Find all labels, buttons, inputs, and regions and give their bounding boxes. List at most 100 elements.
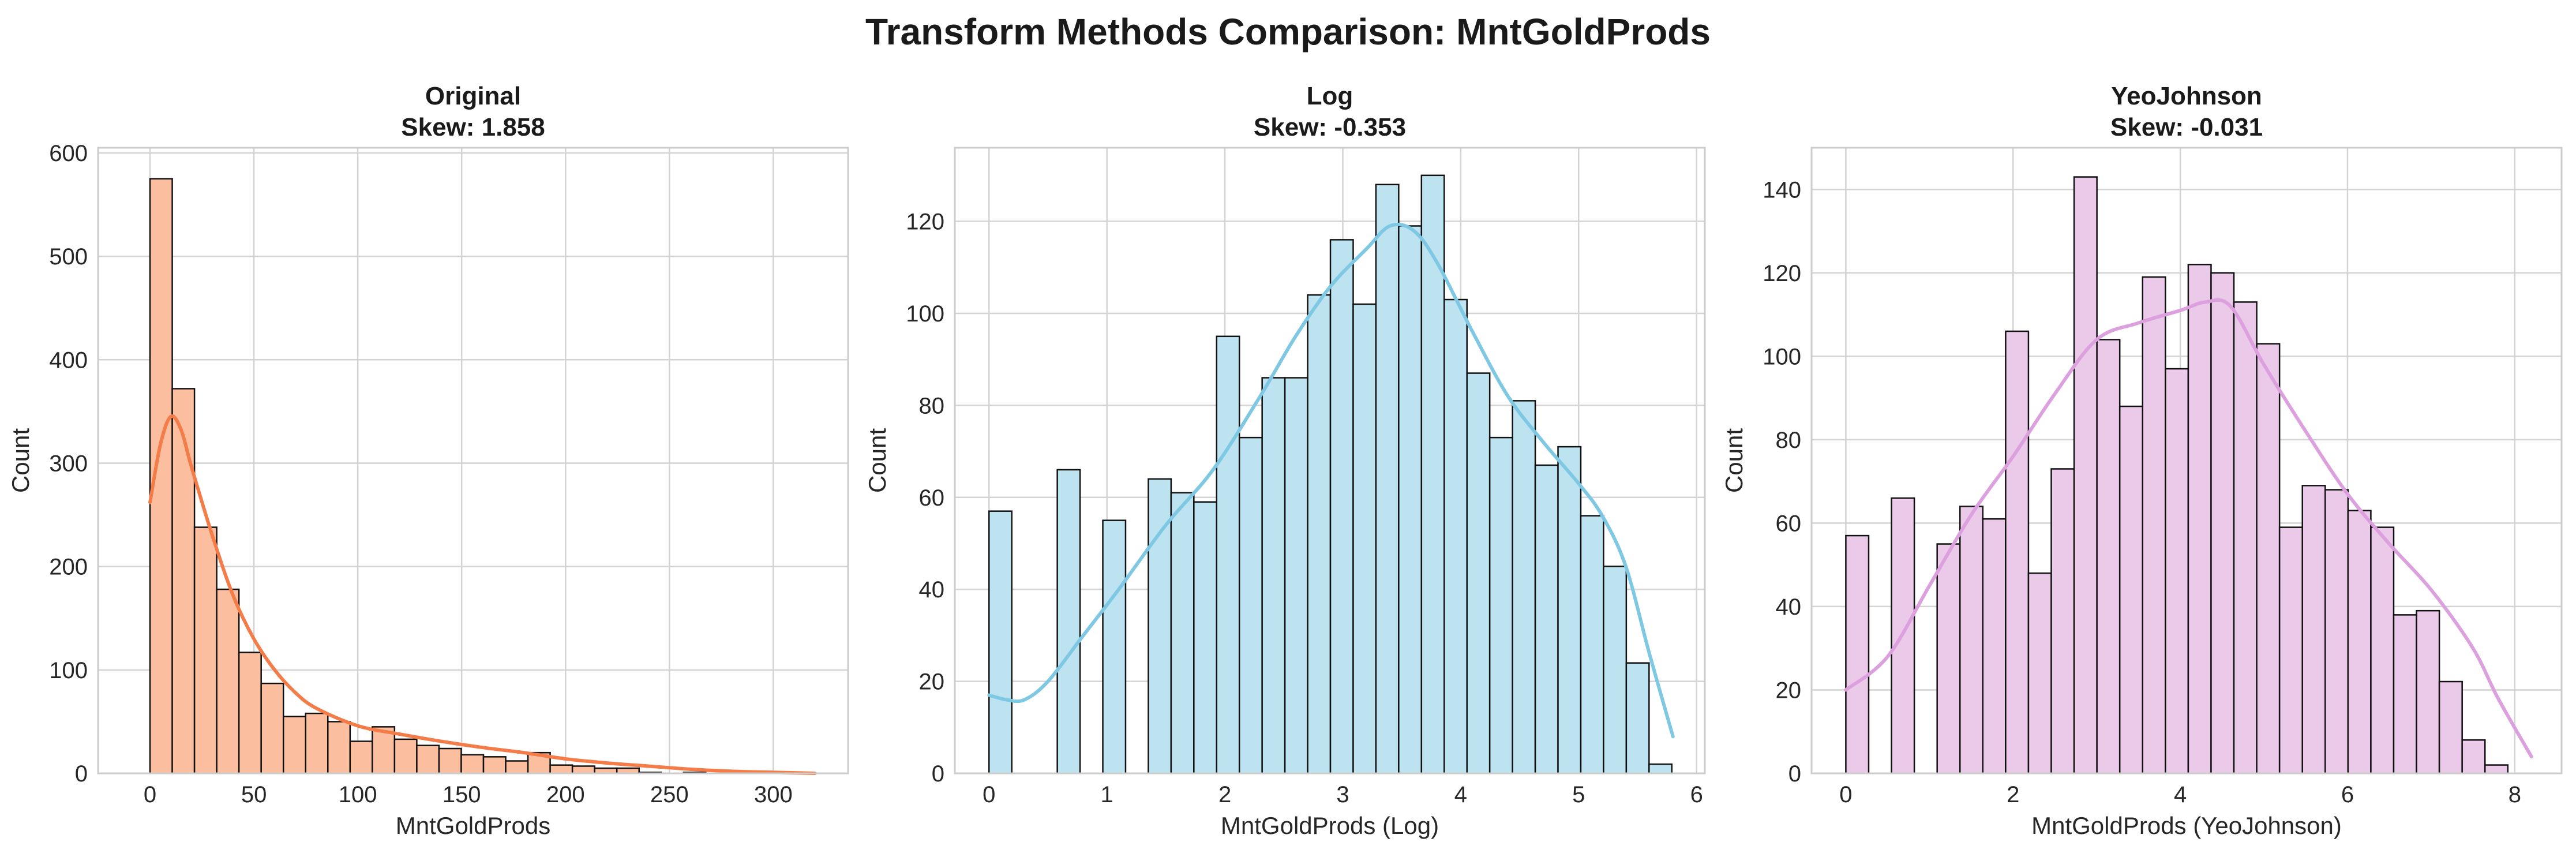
histogram-bar bbox=[1845, 534, 1870, 775]
y-tick-label: 400 bbox=[49, 347, 88, 373]
y-tick-label: 40 bbox=[1776, 594, 1802, 620]
histogram-bar bbox=[216, 588, 240, 775]
histogram-bar bbox=[2187, 264, 2212, 775]
histogram-bar bbox=[1466, 372, 1491, 775]
x-tick-label: 0 bbox=[144, 782, 156, 807]
x-tick-label: 1 bbox=[1101, 782, 1113, 807]
histogram-bar bbox=[2165, 368, 2189, 775]
histogram-bar bbox=[1959, 506, 1984, 775]
histogram-bar bbox=[393, 738, 418, 775]
panel-title-text: YeoJohnson bbox=[2111, 82, 2262, 110]
y-tick-label: 100 bbox=[49, 658, 88, 683]
histogram-bar bbox=[416, 744, 440, 775]
histogram-bar bbox=[1512, 400, 1536, 775]
histogram-bar bbox=[1603, 566, 1628, 775]
y-axis-label: Count bbox=[7, 428, 34, 493]
histogram-bar bbox=[238, 652, 262, 775]
panel-title-original: Original Skew: 1.858 bbox=[98, 81, 848, 143]
histogram-bar bbox=[2484, 764, 2509, 775]
histogram-bar bbox=[1284, 377, 1308, 775]
histogram-bar bbox=[1625, 662, 1650, 775]
histogram-bar bbox=[1216, 335, 1240, 775]
y-tick-label: 100 bbox=[1763, 344, 1801, 369]
histogram-bar bbox=[1648, 763, 1673, 775]
histogram-bar bbox=[1488, 436, 1513, 775]
histogram-bar bbox=[1352, 303, 1377, 775]
chart-panel-original: 0 50 100 150 200 250 300 0 100 200 300 400 500 600 Mnt… bbox=[7, 141, 849, 839]
x-tick-label: 250 bbox=[650, 782, 689, 807]
histogram-bar bbox=[460, 754, 485, 775]
histogram-bar bbox=[988, 510, 1013, 775]
y-tick-label: 140 bbox=[1763, 177, 1801, 203]
y-axis-label: Count bbox=[1720, 428, 1748, 493]
x-tick-label: 150 bbox=[443, 782, 481, 807]
x-tick-label: 8 bbox=[2508, 782, 2521, 807]
kde-curve bbox=[987, 222, 1675, 739]
histogram-bar bbox=[2278, 526, 2303, 775]
histogram-bar bbox=[571, 765, 595, 775]
panel-title-text: Original bbox=[425, 82, 522, 110]
x-tick-label: 6 bbox=[1690, 782, 1703, 807]
histogram-bar bbox=[1193, 501, 1218, 775]
y-tick-label: 80 bbox=[1776, 428, 1802, 453]
histogram-bar bbox=[1534, 464, 1559, 775]
histogram-bar bbox=[2233, 301, 2258, 775]
histogram-bar bbox=[2256, 343, 2281, 775]
y-tick-label: 600 bbox=[49, 141, 88, 166]
histogram-bar bbox=[1420, 174, 1445, 775]
panel-title-log: Log Skew: -0.353 bbox=[955, 81, 1705, 143]
panel-skew-text: Skew: -0.353 bbox=[1253, 113, 1407, 141]
histogram-bar bbox=[1580, 515, 1604, 775]
y-axis-label: Count bbox=[864, 428, 891, 493]
histogram-bar bbox=[1261, 377, 1286, 775]
y-tick-label: 200 bbox=[49, 555, 88, 580]
kde-curve bbox=[148, 414, 817, 775]
histogram-bar bbox=[2005, 330, 2030, 775]
histogram-bar bbox=[549, 764, 573, 775]
histogram-bar bbox=[1238, 436, 1263, 775]
plot-frame bbox=[954, 147, 1706, 775]
figure-title: Transform Methods Comparison: MntGoldPro… bbox=[865, 11, 1711, 53]
x-tick-label: 50 bbox=[241, 782, 267, 807]
panel-skew-text: Skew: -0.031 bbox=[2110, 113, 2263, 141]
histogram-bar bbox=[171, 388, 196, 775]
y-tick-label: 120 bbox=[906, 209, 944, 235]
histogram-bar bbox=[1170, 492, 1195, 775]
histogram-bar bbox=[1307, 294, 1332, 775]
histogram-bar bbox=[1398, 225, 1423, 775]
histogram-bar bbox=[482, 756, 507, 775]
x-tick-label: 2 bbox=[2007, 782, 2019, 807]
histogram-bar bbox=[505, 760, 529, 775]
histogram-bar bbox=[2096, 339, 2121, 775]
histogram-bar bbox=[2324, 489, 2349, 775]
histogram-bar bbox=[305, 712, 329, 775]
histogram-bar bbox=[2416, 609, 2440, 775]
x-tick-label: 0 bbox=[1839, 782, 1852, 807]
y-tick-label: 300 bbox=[49, 451, 88, 476]
y-tick-label: 100 bbox=[906, 301, 944, 327]
x-tick-label: 4 bbox=[2174, 782, 2187, 807]
histogram-bar bbox=[282, 716, 307, 775]
histogram-bar bbox=[2027, 572, 2052, 775]
x-tick-label: 2 bbox=[1218, 782, 1231, 807]
panel-title-text: Log bbox=[1306, 82, 1353, 110]
histogram-bar bbox=[1056, 469, 1081, 775]
histogram-bar bbox=[2301, 485, 2326, 775]
histogram-bar bbox=[260, 682, 284, 775]
y-tick-label: 80 bbox=[919, 393, 945, 418]
y-tick-label: 500 bbox=[49, 244, 88, 270]
y-tick-label: 120 bbox=[1763, 261, 1801, 286]
panel-skew-text: Skew: 1.858 bbox=[401, 113, 545, 141]
y-tick-label: 0 bbox=[932, 761, 944, 787]
y-tick-label: 0 bbox=[75, 761, 88, 787]
x-axis-label: MntGoldProds (YeoJohnson) bbox=[2031, 812, 2342, 839]
x-tick-label: 300 bbox=[754, 782, 793, 807]
plot-frame bbox=[97, 147, 849, 775]
histogram-bar bbox=[327, 721, 351, 775]
y-tick-label: 20 bbox=[919, 669, 945, 695]
y-tick-label: 60 bbox=[1776, 511, 1802, 536]
y-tick-label: 0 bbox=[1788, 761, 1801, 787]
panel-title-yeojohnson: YeoJohnson Skew: -0.031 bbox=[1812, 81, 2562, 143]
